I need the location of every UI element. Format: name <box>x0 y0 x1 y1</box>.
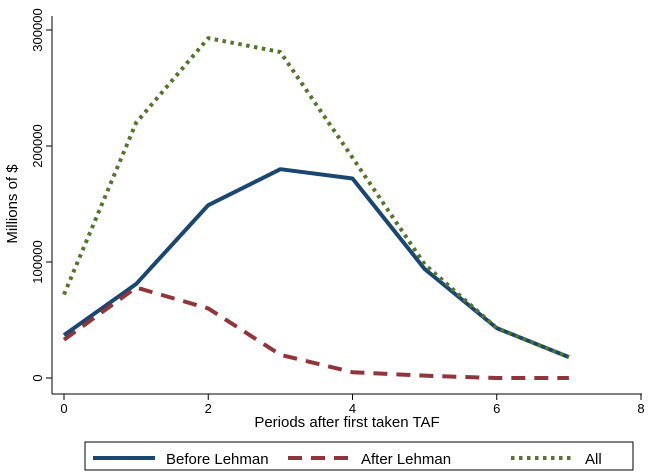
x-tick-label: 2 <box>205 401 212 416</box>
legend-box <box>84 441 634 471</box>
y-tick-label: 0 <box>30 374 45 381</box>
series-line-2 <box>62 36 570 359</box>
y-axis-title: Millions of $ <box>4 164 21 244</box>
legend-label-2: All <box>585 451 602 468</box>
series-line-0 <box>62 167 570 359</box>
x-tick-label: 0 <box>60 401 67 416</box>
legend-label-0: Before Lehman <box>166 451 269 468</box>
legend: Before Lehman After Lehman All <box>84 441 634 471</box>
x-tick-label: 6 <box>493 401 500 416</box>
legend-label-1: After Lehman <box>361 451 451 468</box>
x-axis-title: Periods after first taken TAF <box>254 414 439 431</box>
axes: 0 2 4 6 8 0 100000 200000 300000 <box>30 8 645 416</box>
series-line-1 <box>62 285 569 380</box>
series-layer <box>62 36 570 380</box>
x-tick-label: 8 <box>637 401 644 416</box>
y-tick-label: 200000 <box>30 124 45 167</box>
y-tick-label: 300000 <box>30 8 45 51</box>
x-tick-label: 4 <box>349 401 356 416</box>
y-tick-label: 100000 <box>30 240 45 283</box>
